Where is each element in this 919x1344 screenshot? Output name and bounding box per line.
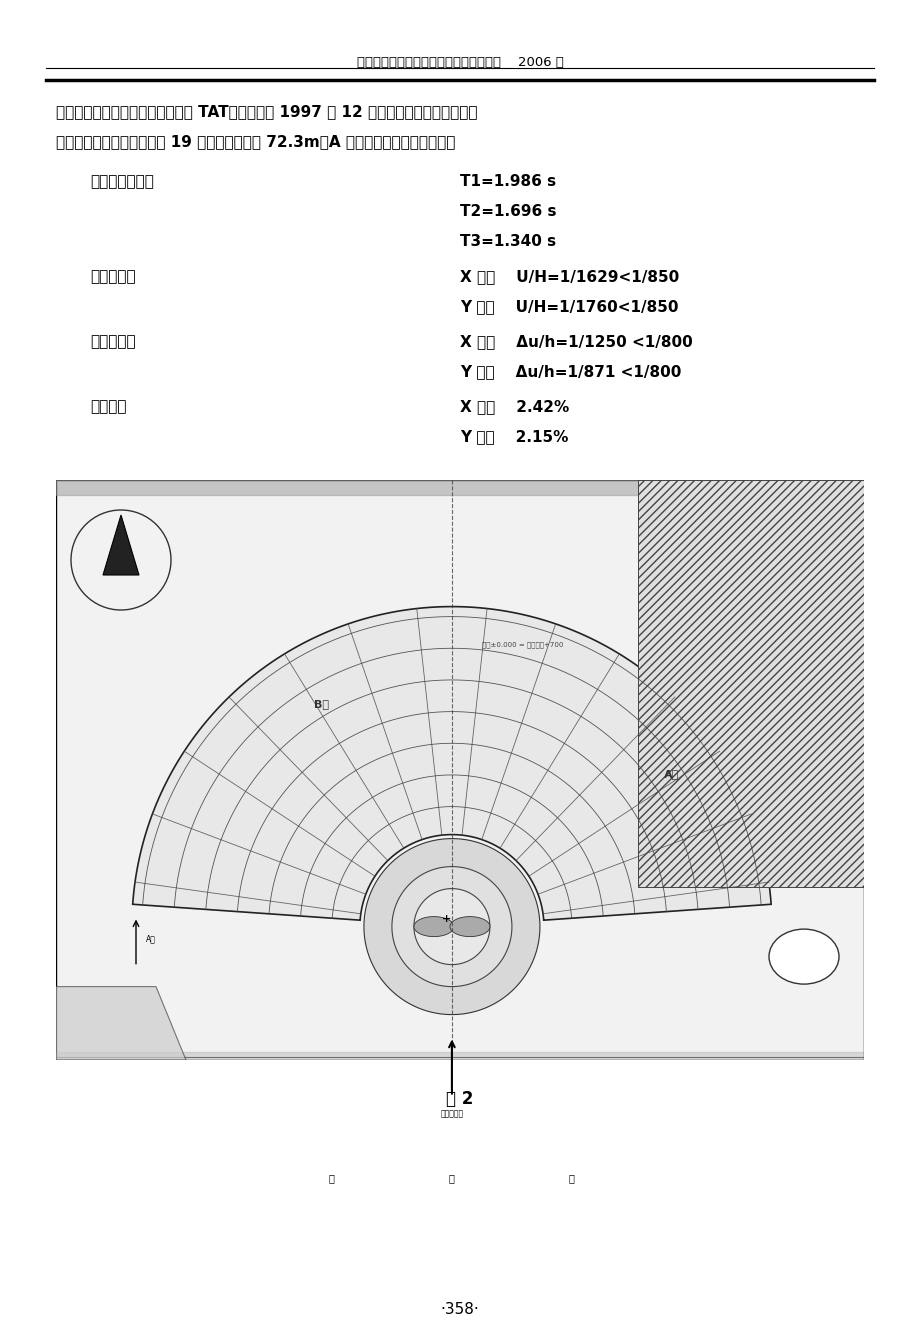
Ellipse shape <box>768 929 838 984</box>
Circle shape <box>206 1070 230 1094</box>
Polygon shape <box>414 917 453 937</box>
Bar <box>637 480 863 887</box>
Polygon shape <box>414 888 490 965</box>
Polygon shape <box>56 1052 863 1060</box>
Text: 路: 路 <box>568 1173 574 1184</box>
Circle shape <box>118 1070 142 1094</box>
Polygon shape <box>391 867 511 986</box>
Text: X 方向    2.42%: X 方向 2.42% <box>460 399 569 414</box>
Circle shape <box>579 1132 599 1152</box>
Circle shape <box>470 1070 494 1094</box>
Circle shape <box>337 1070 361 1094</box>
Text: +: + <box>442 914 451 923</box>
Circle shape <box>601 1070 625 1094</box>
Circle shape <box>425 1070 449 1094</box>
Circle shape <box>209 1132 229 1152</box>
Circle shape <box>74 1070 98 1094</box>
Polygon shape <box>364 839 539 1015</box>
Circle shape <box>357 1132 377 1152</box>
Circle shape <box>690 1132 710 1152</box>
Text: 筑科学研究院结构所高层部编制的 TAT（版本号为 1997 年 12 月）进行计算。加上小塔楼: 筑科学研究院结构所高层部编制的 TAT（版本号为 1997 年 12 月）进行计… <box>56 103 477 120</box>
Circle shape <box>468 1132 488 1152</box>
Circle shape <box>838 1132 858 1152</box>
Text: X 方向    Δu/h=1/1250 <1/800: X 方向 Δu/h=1/1250 <1/800 <box>460 335 692 349</box>
Text: Y 方向    Δu/h=1/871 <1/800: Y 方向 Δu/h=1/871 <1/800 <box>460 364 681 379</box>
Circle shape <box>431 1132 451 1152</box>
Text: X 方向    U/H=1/1629<1/850: X 方向 U/H=1/1629<1/850 <box>460 269 678 284</box>
Text: 结构自振周期：: 结构自振周期： <box>90 173 153 190</box>
Circle shape <box>172 1132 192 1152</box>
Circle shape <box>250 1070 274 1094</box>
Circle shape <box>801 1132 821 1152</box>
Text: 员: 员 <box>329 1173 335 1184</box>
Circle shape <box>616 1132 636 1152</box>
Text: T2=1.696 s: T2=1.696 s <box>460 204 556 219</box>
Text: A区: A区 <box>664 769 679 778</box>
Circle shape <box>733 1070 757 1094</box>
Text: 顶点位移：: 顶点位移： <box>90 269 135 284</box>
Circle shape <box>98 1132 118 1152</box>
Circle shape <box>381 1070 405 1094</box>
Circle shape <box>653 1132 673 1152</box>
Circle shape <box>514 1070 538 1094</box>
Circle shape <box>558 1070 582 1094</box>
Circle shape <box>542 1132 562 1152</box>
Text: 人行主入口: 人行主入口 <box>440 1110 463 1118</box>
Circle shape <box>505 1132 525 1152</box>
Text: T3=1.340 s: T3=1.340 s <box>460 234 555 249</box>
Polygon shape <box>449 917 490 937</box>
Text: 机房、水算等，计算楼层为 19 层，计算高度为 72.3m。A 区塔楼主要计算结果如下：: 机房、水算等，计算楼层为 19 层，计算高度为 72.3m。A 区塔楼主要计算结… <box>56 134 455 149</box>
Text: 图 2: 图 2 <box>446 1090 473 1107</box>
Polygon shape <box>132 606 770 921</box>
Circle shape <box>135 1132 155 1152</box>
Text: T1=1.986 s: T1=1.986 s <box>460 173 555 190</box>
Text: 层间位移：: 层间位移： <box>90 335 135 349</box>
Polygon shape <box>56 480 863 495</box>
Text: 剪重比：: 剪重比： <box>90 399 127 414</box>
Circle shape <box>821 1070 845 1094</box>
Polygon shape <box>56 986 186 1060</box>
Text: A入: A入 <box>146 934 155 943</box>
Circle shape <box>727 1132 747 1152</box>
Circle shape <box>162 1070 186 1094</box>
Circle shape <box>689 1070 713 1094</box>
Circle shape <box>283 1132 303 1152</box>
Text: 山: 山 <box>448 1173 454 1184</box>
Text: Y 方向    U/H=1/1760<1/850: Y 方向 U/H=1/1760<1/850 <box>460 298 678 314</box>
Text: ·358·: ·358· <box>440 1302 479 1317</box>
Circle shape <box>294 1070 318 1094</box>
Circle shape <box>320 1132 340 1152</box>
Text: Y 方向    2.15%: Y 方向 2.15% <box>460 429 568 444</box>
Circle shape <box>246 1132 266 1152</box>
Circle shape <box>777 1070 801 1094</box>
Polygon shape <box>103 515 139 575</box>
Circle shape <box>645 1070 669 1094</box>
Circle shape <box>394 1132 414 1152</box>
Circle shape <box>764 1132 784 1152</box>
Text: B区: B区 <box>314 699 329 708</box>
Circle shape <box>61 1132 81 1152</box>
Text: 室内±0.000 = 绝对高程+700: 室内±0.000 = 绝对高程+700 <box>482 641 562 648</box>
Text: 第十九届全国高层建筑结构学术会议论文    2006 年: 第十九届全国高层建筑结构学术会议论文 2006 年 <box>357 55 562 69</box>
